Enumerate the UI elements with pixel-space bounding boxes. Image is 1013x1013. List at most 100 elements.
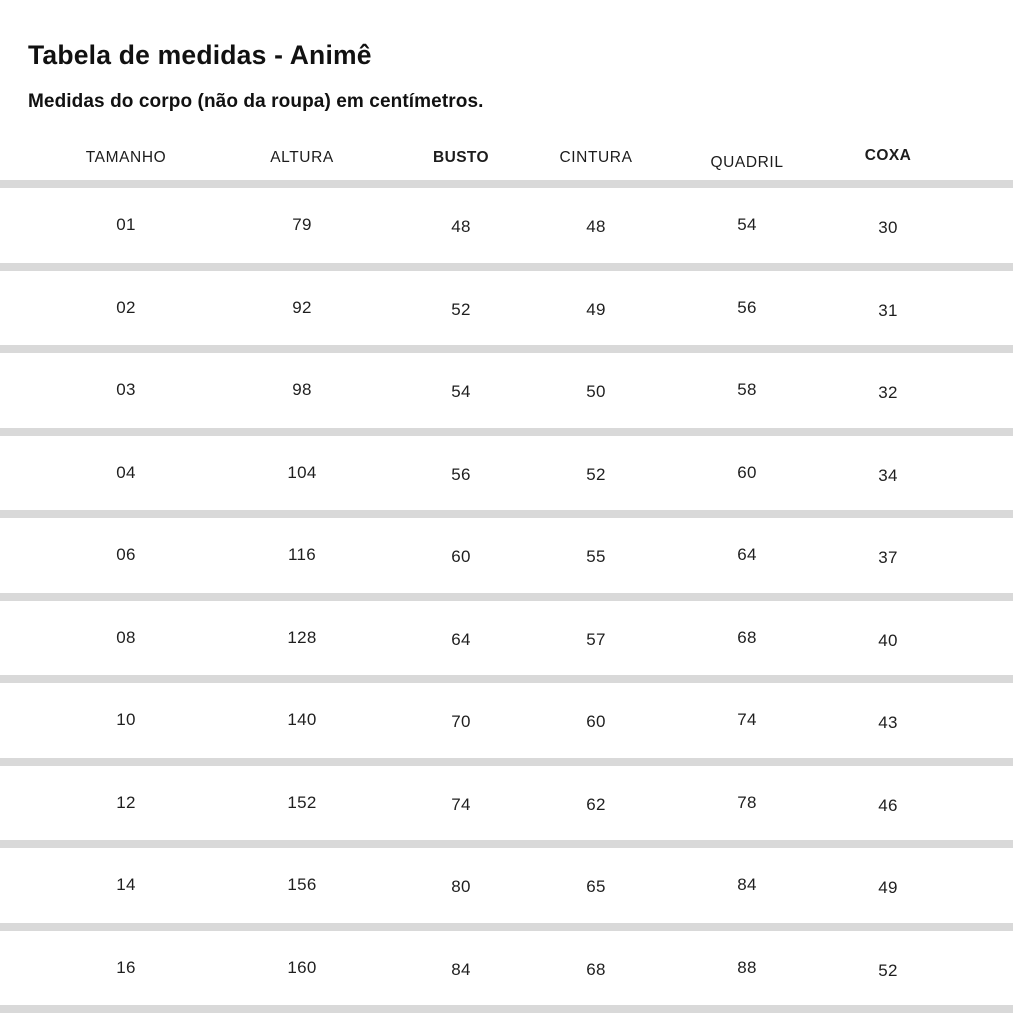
cell-busto: 48 xyxy=(451,217,471,237)
cell-quadril: 64 xyxy=(737,545,757,565)
table-row-cells: 16 160 84 68 88 52 xyxy=(0,931,1013,1006)
cell-altura: 140 xyxy=(287,710,317,730)
table-row-cells: 02 92 52 49 56 31 xyxy=(0,271,1013,346)
cell-quadril: 74 xyxy=(737,710,757,730)
cell-tamanho: 04 xyxy=(116,462,136,482)
cell-tamanho: 10 xyxy=(116,710,136,730)
cell-cintura: 48 xyxy=(586,217,606,237)
cell-busto: 74 xyxy=(451,794,471,814)
column-header-altura: ALTURA xyxy=(270,149,334,166)
cell-altura: 98 xyxy=(292,380,312,400)
cell-coxa: 40 xyxy=(878,630,898,650)
cell-busto: 80 xyxy=(451,877,471,897)
table-row: 03 98 54 50 58 32 xyxy=(0,353,1013,436)
table-row: 08 128 64 57 68 40 xyxy=(0,601,1013,683)
table-row: 02 92 52 49 56 31 xyxy=(0,271,1013,353)
cell-quadril: 88 xyxy=(737,957,757,977)
column-header-tamanho: TAMANHO xyxy=(85,149,167,166)
cell-cintura: 57 xyxy=(586,629,606,649)
cell-altura: 104 xyxy=(287,462,317,482)
row-divider xyxy=(0,1005,1013,1013)
table-row-cells: 10 140 70 60 74 43 xyxy=(0,683,1013,758)
table-row: 12 152 74 62 78 46 xyxy=(0,766,1013,848)
cell-busto: 64 xyxy=(451,629,471,649)
table-header-row: TAMANHO ALTURA BUSTO CINTURA QUADRIL COX… xyxy=(0,139,1013,177)
cell-quadril: 58 xyxy=(737,380,757,400)
cell-cintura: 62 xyxy=(586,794,606,814)
column-header-quadril: QUADRIL xyxy=(710,154,784,171)
cell-quadril: 54 xyxy=(737,215,757,235)
cell-busto: 54 xyxy=(451,382,471,402)
table-row: 16 160 84 68 88 52 xyxy=(0,931,1013,1013)
table-body: 01 79 48 48 54 30 02 92 52 49 56 31 03 9… xyxy=(0,188,1013,1013)
cell-cintura: 49 xyxy=(586,299,606,319)
cell-altura: 160 xyxy=(287,957,317,977)
cell-coxa: 43 xyxy=(878,713,898,733)
cell-quadril: 60 xyxy=(737,462,757,482)
cell-quadril: 56 xyxy=(737,297,757,317)
cell-coxa: 46 xyxy=(878,795,898,815)
cell-busto: 52 xyxy=(451,299,471,319)
cell-coxa: 31 xyxy=(878,300,898,320)
table-row-cells: 14 156 80 65 84 49 xyxy=(0,848,1013,923)
cell-cintura: 68 xyxy=(586,959,606,979)
cell-altura: 92 xyxy=(292,297,312,317)
cell-tamanho: 14 xyxy=(116,875,136,895)
table-row-cells: 06 116 60 55 64 37 xyxy=(0,518,1013,593)
column-header-cintura: CINTURA xyxy=(559,149,633,166)
cell-coxa: 37 xyxy=(878,548,898,568)
cell-altura: 116 xyxy=(287,545,317,565)
cell-busto: 56 xyxy=(451,464,471,484)
cell-coxa: 49 xyxy=(878,878,898,898)
cell-cintura: 55 xyxy=(586,547,606,567)
table-row: 06 116 60 55 64 37 xyxy=(0,518,1013,601)
cell-busto: 70 xyxy=(451,712,471,732)
table-row-cells: 08 128 64 57 68 40 xyxy=(0,601,1013,676)
cell-tamanho: 01 xyxy=(116,215,136,235)
cell-cintura: 52 xyxy=(586,464,606,484)
table-row-cells: 04 104 56 52 60 34 xyxy=(0,436,1013,511)
cell-coxa: 32 xyxy=(878,383,898,403)
cell-cintura: 65 xyxy=(586,877,606,897)
row-divider xyxy=(0,592,1013,601)
table-row: 14 156 80 65 84 49 xyxy=(0,848,1013,931)
cell-altura: 79 xyxy=(292,215,312,235)
cell-altura: 152 xyxy=(287,792,317,812)
cell-altura: 128 xyxy=(287,627,317,647)
cell-tamanho: 16 xyxy=(116,957,136,977)
table-row-cells: 01 79 48 48 54 30 xyxy=(0,188,1013,263)
cell-coxa: 34 xyxy=(878,465,898,485)
cell-coxa: 30 xyxy=(878,218,898,238)
row-divider xyxy=(0,840,1013,848)
cell-busto: 60 xyxy=(451,547,471,567)
row-divider xyxy=(0,510,1013,518)
row-divider xyxy=(0,757,1013,766)
cell-tamanho: 06 xyxy=(116,545,136,565)
table-row-cells: 12 152 74 62 78 46 xyxy=(0,766,1013,841)
cell-tamanho: 02 xyxy=(116,297,136,317)
row-divider xyxy=(0,262,1013,271)
column-header-busto: BUSTO xyxy=(433,149,489,166)
cell-tamanho: 03 xyxy=(116,380,136,400)
page-subtitle: Medidas do corpo (não da roupa) em centí… xyxy=(28,91,484,112)
cell-coxa: 52 xyxy=(878,960,898,980)
row-divider xyxy=(0,345,1013,353)
table-row: 10 140 70 60 74 43 xyxy=(0,683,1013,766)
cell-quadril: 68 xyxy=(737,627,757,647)
cell-quadril: 84 xyxy=(737,875,757,895)
cell-cintura: 50 xyxy=(586,382,606,402)
column-header-coxa: COXA xyxy=(864,147,912,164)
cell-tamanho: 12 xyxy=(116,792,136,812)
cell-tamanho: 08 xyxy=(116,627,136,647)
row-divider xyxy=(0,427,1013,436)
page-title: Tabela de medidas - Animê xyxy=(28,40,372,70)
cell-altura: 156 xyxy=(287,875,317,895)
header-divider xyxy=(0,180,1013,188)
row-divider xyxy=(0,675,1013,683)
table-row-cells: 03 98 54 50 58 32 xyxy=(0,353,1013,428)
cell-quadril: 78 xyxy=(737,792,757,812)
cell-cintura: 60 xyxy=(586,712,606,732)
table-row: 01 79 48 48 54 30 xyxy=(0,188,1013,271)
row-divider xyxy=(0,922,1013,931)
